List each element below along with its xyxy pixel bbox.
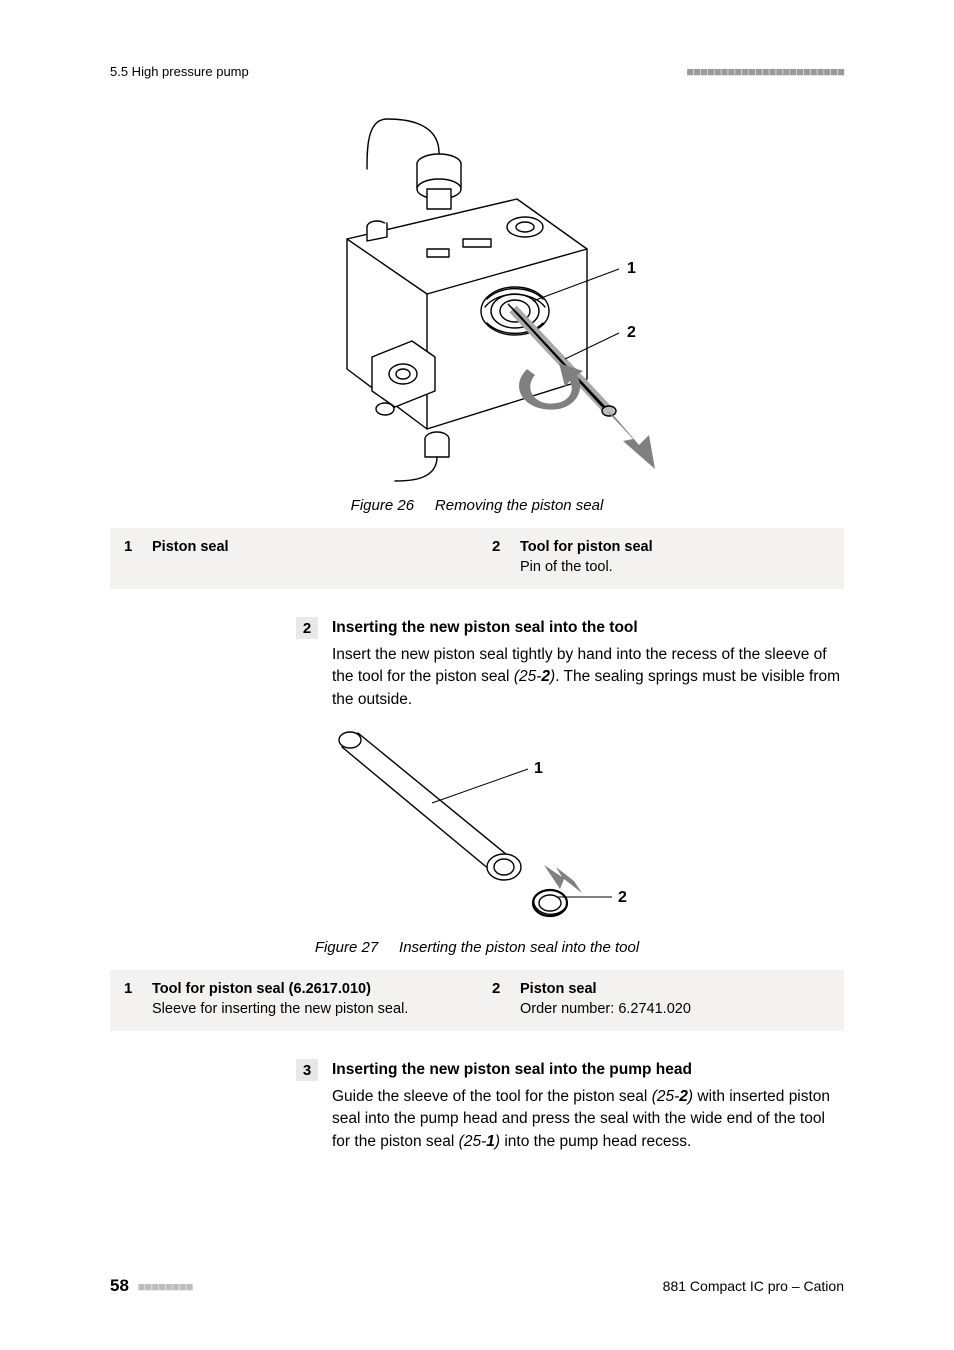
figure-26-svg: 1 2 [277, 109, 677, 489]
legend-num: 2 [492, 980, 506, 1019]
step-2: 2 Inserting the new piston seal into the… [110, 617, 844, 711]
figure-27-caption: Figure 27 Inserting the piston seal into… [110, 939, 844, 956]
legend-desc: Sleeve for inserting the new piston seal… [152, 1000, 408, 1020]
figure-27: 1 2 [110, 721, 844, 931]
header-ornament: ■■■■■■■■■■■■■■■■■■■■■■■ [686, 64, 844, 79]
legend-26-item-2: 2 Tool for piston seal Pin of the tool. [492, 538, 830, 577]
doc-title: 881 Compact IC pro – Cation [663, 1278, 844, 1294]
legend-desc: Pin of the tool. [520, 558, 653, 578]
legend-title: Tool for piston seal [520, 538, 653, 558]
legend-27-item-2: 2 Piston seal Order number: 6.2741.020 [492, 980, 830, 1019]
figure-26-caption: Figure 26 Removing the piston seal [110, 497, 844, 514]
fig27-callout-2: 2 [618, 889, 627, 906]
step-number: 2 [296, 617, 318, 639]
page-number-block: 58 ■■■■■■■■ [110, 1276, 192, 1296]
figure-27-svg: 1 2 [312, 721, 642, 931]
running-header: 5.5 High pressure pump ■■■■■■■■■■■■■■■■■… [110, 64, 844, 79]
legend-num: 2 [492, 538, 506, 577]
step-3: 3 Inserting the new piston seal into the… [110, 1059, 844, 1153]
legend-desc: Order number: 6.2741.020 [520, 1000, 691, 1020]
step-number: 3 [296, 1059, 318, 1081]
fig26-callout-2: 2 [627, 324, 636, 341]
legend-num: 1 [124, 538, 138, 577]
legend-27: 1 Tool for piston seal (6.2617.010) Slee… [110, 970, 844, 1031]
step-2-title: Inserting the new piston seal into the t… [332, 617, 844, 639]
legend-title: Piston seal [520, 980, 691, 1000]
legend-26: 1 Piston seal 2 Tool for piston seal Pin… [110, 528, 844, 589]
fig26-callout-1: 1 [627, 260, 636, 277]
page-number: 58 [110, 1276, 129, 1295]
figure-26-title: Removing the piston seal [435, 497, 603, 514]
legend-title: Piston seal [152, 538, 229, 558]
step-3-text: Guide the sleeve of the tool for the pis… [332, 1086, 844, 1153]
footer-ornament: ■■■■■■■■ [138, 1279, 193, 1294]
section-label: 5.5 High pressure pump [110, 64, 249, 79]
figure-26-number: Figure 26 [351, 497, 414, 514]
step-3-title: Inserting the new piston seal into the p… [332, 1059, 844, 1081]
legend-num: 1 [124, 980, 138, 1019]
figure-27-number: Figure 27 [315, 939, 378, 956]
fig27-callout-1: 1 [534, 760, 543, 777]
legend-26-item-1: 1 Piston seal [124, 538, 462, 577]
legend-title: Tool for piston seal (6.2617.010) [152, 980, 408, 1000]
page-footer: 58 ■■■■■■■■ 881 Compact IC pro – Cation [110, 1276, 844, 1296]
step-2-text: Insert the new piston seal tightly by ha… [332, 644, 844, 711]
figure-26: 1 2 [110, 109, 844, 489]
legend-27-item-1: 1 Tool for piston seal (6.2617.010) Slee… [124, 980, 462, 1019]
page: 5.5 High pressure pump ■■■■■■■■■■■■■■■■■… [0, 0, 954, 1350]
figure-27-title: Inserting the piston seal into the tool [399, 939, 639, 956]
